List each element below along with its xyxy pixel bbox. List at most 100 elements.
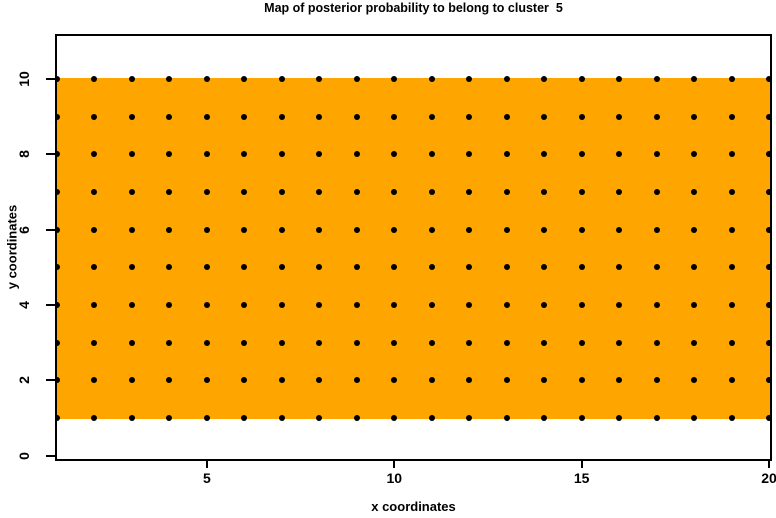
- data-point: [541, 226, 548, 233]
- data-point: [541, 377, 548, 384]
- data-point: [578, 264, 585, 271]
- data-point: [241, 75, 248, 82]
- y-tick-mark: [46, 228, 55, 231]
- data-point: [241, 113, 248, 120]
- data-point: [466, 113, 473, 120]
- data-point: [728, 188, 735, 195]
- data-point: [653, 415, 660, 421]
- x-tick-mark: [393, 461, 396, 468]
- data-point: [316, 75, 323, 82]
- data-point: [278, 188, 285, 195]
- data-point: [316, 301, 323, 308]
- data-point: [391, 151, 398, 158]
- data-point: [466, 151, 473, 158]
- data-point: [316, 339, 323, 346]
- y-axis-label: y coordinates: [4, 204, 20, 290]
- chart-title: Map of posterior probability to belong t…: [264, 1, 563, 15]
- data-point: [128, 151, 135, 158]
- data-point: [316, 264, 323, 271]
- data-point: [766, 264, 770, 271]
- data-point: [278, 264, 285, 271]
- data-point: [57, 75, 60, 82]
- data-point: [128, 415, 135, 421]
- data-point: [541, 301, 548, 308]
- data-point: [691, 264, 698, 271]
- data-point: [57, 415, 60, 421]
- data-point: [166, 113, 173, 120]
- data-point: [616, 75, 623, 82]
- data-point: [203, 301, 210, 308]
- data-point: [353, 415, 360, 421]
- data-point: [391, 301, 398, 308]
- y-tick-label: 4: [16, 301, 32, 309]
- data-point: [166, 188, 173, 195]
- data-point: [616, 151, 623, 158]
- data-point: [578, 226, 585, 233]
- data-point: [616, 377, 623, 384]
- data-point: [91, 301, 98, 308]
- x-tick-mark: [205, 461, 208, 468]
- y-tick-mark: [46, 379, 55, 382]
- data-point: [353, 301, 360, 308]
- data-point: [166, 264, 173, 271]
- data-point: [541, 415, 548, 421]
- data-point: [128, 226, 135, 233]
- y-tick-mark: [46, 454, 55, 457]
- data-point: [57, 301, 60, 308]
- data-point: [203, 151, 210, 158]
- data-point: [91, 113, 98, 120]
- data-point: [691, 339, 698, 346]
- data-point: [691, 226, 698, 233]
- data-point: [353, 339, 360, 346]
- data-point: [766, 377, 770, 384]
- data-point: [766, 415, 770, 421]
- data-point: [128, 75, 135, 82]
- y-tick-mark: [46, 153, 55, 156]
- data-point: [428, 339, 435, 346]
- data-point: [57, 188, 60, 195]
- data-point: [391, 264, 398, 271]
- data-point: [428, 75, 435, 82]
- data-point: [316, 113, 323, 120]
- data-point: [278, 301, 285, 308]
- data-point: [166, 151, 173, 158]
- x-tick-label: 15: [573, 470, 590, 486]
- data-point: [391, 415, 398, 421]
- data-point: [728, 226, 735, 233]
- data-point: [653, 151, 660, 158]
- data-point: [691, 151, 698, 158]
- data-point: [353, 75, 360, 82]
- data-point: [391, 377, 398, 384]
- data-point: [766, 113, 770, 120]
- data-point: [391, 113, 398, 120]
- y-tick-label: 8: [16, 150, 32, 159]
- data-point: [316, 151, 323, 158]
- data-point: [278, 415, 285, 421]
- data-point: [166, 339, 173, 346]
- data-point: [91, 75, 98, 82]
- data-point: [653, 188, 660, 195]
- data-point: [428, 188, 435, 195]
- data-point: [541, 113, 548, 120]
- data-point: [728, 264, 735, 271]
- data-point: [578, 151, 585, 158]
- data-point: [728, 415, 735, 421]
- data-point: [766, 301, 770, 308]
- data-point: [578, 377, 585, 384]
- data-point: [728, 301, 735, 308]
- data-point: [166, 301, 173, 308]
- data-point: [166, 226, 173, 233]
- data-point: [203, 264, 210, 271]
- data-point: [91, 151, 98, 158]
- data-point: [91, 226, 98, 233]
- data-point: [203, 226, 210, 233]
- data-point: [466, 188, 473, 195]
- data-point: [503, 151, 510, 158]
- data-point: [128, 188, 135, 195]
- data-point: [241, 301, 248, 308]
- data-point: [57, 264, 60, 271]
- data-point: [616, 415, 623, 421]
- data-point: [616, 188, 623, 195]
- data-point: [278, 151, 285, 158]
- data-point: [691, 113, 698, 120]
